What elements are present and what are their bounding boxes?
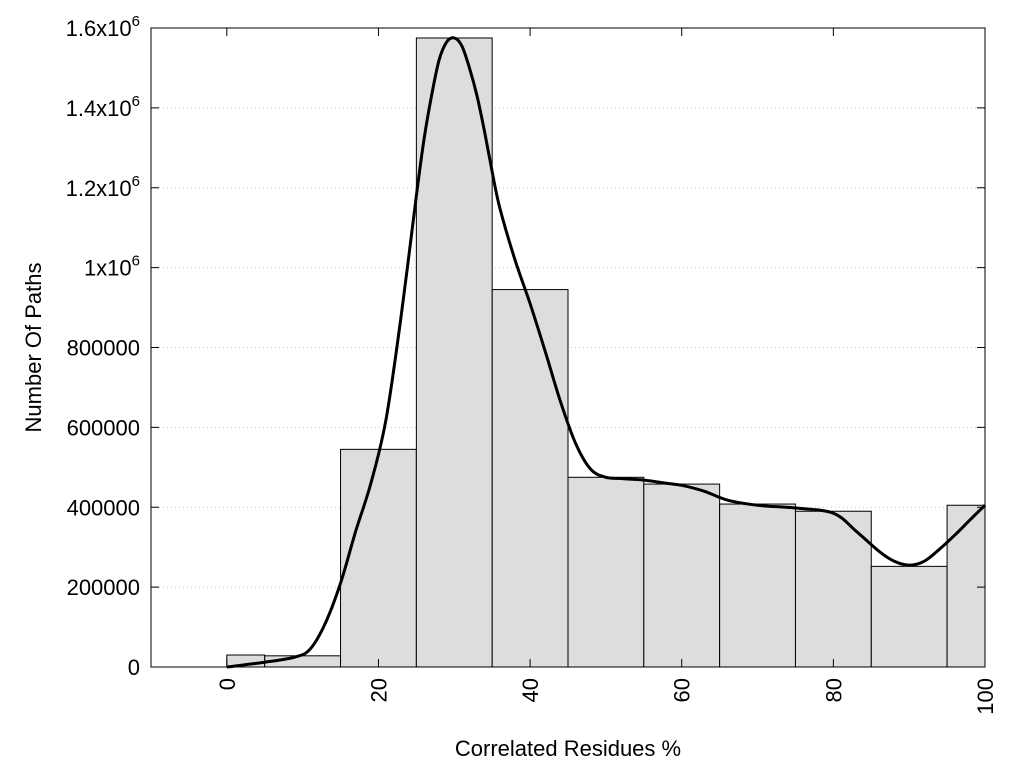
x-tick-label: 40 [518,678,543,702]
x-tick-label: 0 [215,678,240,690]
histogram-bars [226,37,986,668]
histogram-bar [567,476,645,668]
y-axis-title: Number Of Paths [21,263,46,433]
y-tick-label: 400000 [67,495,140,520]
x-tick-label: 80 [821,678,846,702]
histogram-bar [946,504,986,668]
y-tick-label: 1.2x106 [66,173,140,201]
histogram-bar [719,503,796,668]
x-axis-ticks: 0 20 40 60 80 100 [215,28,998,715]
y-tick-label: 1.6x106 [66,13,140,41]
y-tick-label: 600000 [67,415,140,440]
histogram-bar [340,448,417,668]
y-tick-label: 1.4x106 [66,93,140,121]
x-axis-title: Correlated Residues % [455,736,681,761]
x-tick-label: 60 [670,678,695,702]
x-tick-label: 20 [366,678,391,702]
y-tick-label: 0 [128,655,140,680]
y-tick-label: 200000 [67,575,140,600]
histogram-bar [491,289,569,668]
y-axis-ticks: 0 200000 400000 600000 800000 1x106 1.2x106 1.4… [66,13,985,680]
histogram-bar [794,510,872,668]
histogram-bar [415,37,493,668]
y-tick-label: 1x106 [84,253,140,281]
histogram-bar [870,565,948,668]
histogram-bar [643,483,721,668]
x-tick-label: 100 [973,678,998,715]
density-curve [226,36,987,669]
y-tick-label: 800000 [67,336,140,361]
